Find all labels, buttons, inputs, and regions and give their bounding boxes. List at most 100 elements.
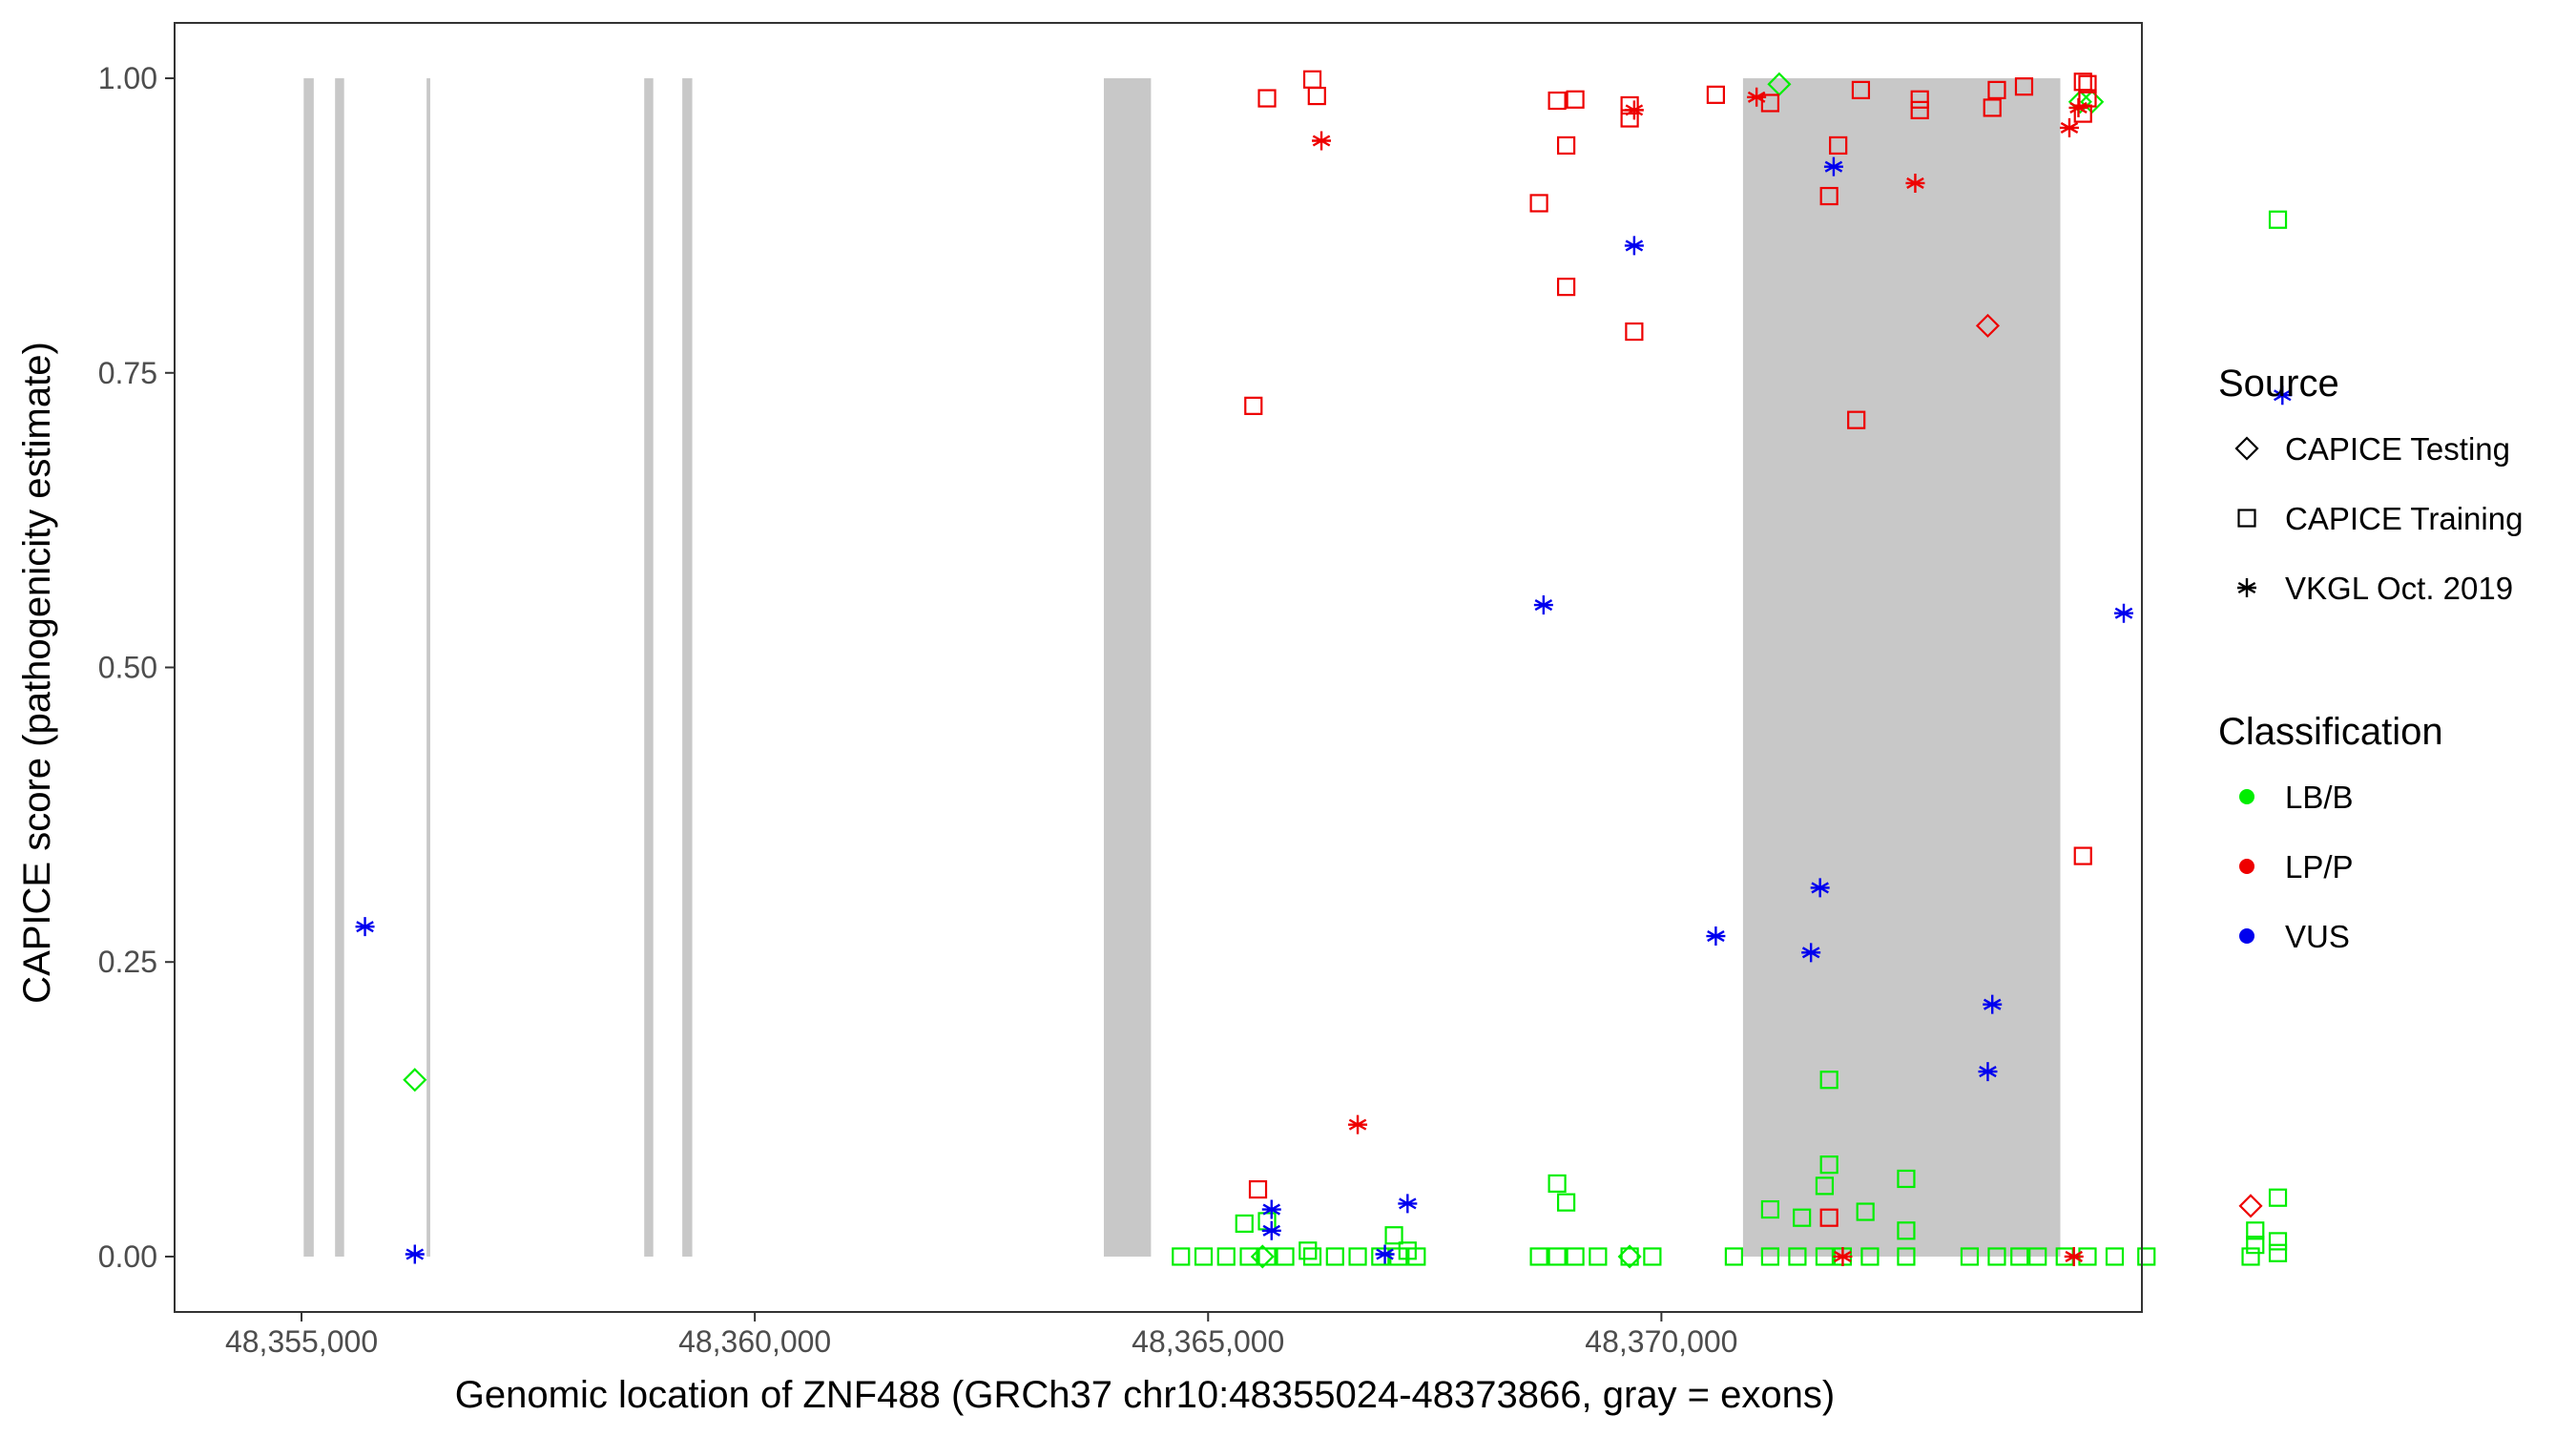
legend-key-square	[2237, 509, 2256, 528]
data-point	[1706, 926, 1726, 947]
data-point	[1910, 90, 1929, 109]
data-point	[2078, 74, 2097, 94]
data-point	[1905, 173, 1925, 193]
data-point	[1983, 98, 2002, 117]
data-point	[1239, 1247, 1258, 1266]
legend-key-diamond	[2234, 436, 2259, 461]
data-point	[1312, 131, 1332, 151]
data-point	[1788, 1247, 1807, 1266]
data-point	[1250, 1244, 1275, 1269]
data-point	[1235, 1214, 1254, 1233]
data-point	[1897, 1169, 1916, 1189]
data-point	[1557, 278, 1576, 297]
legend-key-color-dot	[2239, 928, 2254, 944]
data-point	[1172, 1247, 1191, 1266]
data-point	[1987, 80, 2006, 99]
data-point	[1624, 100, 1644, 120]
data-point	[1261, 1199, 1281, 1219]
legend-source-label: VKGL Oct. 2019	[2285, 571, 2513, 606]
data-point	[1244, 396, 1263, 415]
data-point	[1625, 322, 1644, 342]
data-point	[1529, 194, 1548, 213]
data-point	[2246, 1221, 2265, 1240]
exon-band-7	[1742, 78, 2061, 1257]
data-point	[1987, 1247, 2006, 1266]
data-point	[1548, 1174, 1567, 1193]
data-point	[1801, 943, 1821, 963]
data-point	[1384, 1226, 1403, 1245]
data-point	[1823, 156, 1843, 177]
data-point	[1589, 1247, 1608, 1266]
data-point	[1829, 135, 1848, 156]
legend-source-label: CAPICE Testing	[2285, 431, 2510, 467]
x-tick-label: 48,360,000	[678, 1324, 831, 1359]
data-point	[1960, 1247, 1980, 1266]
legend-class-label: LB/B	[2285, 780, 2354, 815]
data-point	[1566, 1247, 1585, 1266]
data-point	[1348, 1247, 1367, 1266]
data-point	[1793, 1208, 1812, 1227]
data-point	[2241, 1247, 2260, 1266]
data-point	[1897, 1247, 1916, 1266]
legend-source-label: CAPICE Training	[2285, 501, 2523, 536]
data-point	[1348, 1114, 1368, 1134]
data-point	[403, 1068, 427, 1093]
data-point	[1760, 94, 1780, 113]
legend-class-label: VUS	[2285, 919, 2350, 954]
y-tick-label: 0.00	[98, 1239, 157, 1274]
data-point	[1257, 89, 1277, 108]
data-point	[2238, 1194, 2263, 1218]
data-point	[2059, 117, 2079, 137]
legend-class-items: LB/B LP/P VUS	[2239, 780, 2354, 954]
data-point	[1760, 1199, 1780, 1219]
data-point	[1978, 1062, 1998, 1082]
data-point	[1298, 1241, 1318, 1260]
data-point	[1533, 595, 1553, 615]
data-point	[2246, 1236, 2265, 1255]
data-point	[1557, 1193, 1576, 1212]
data-point	[1643, 1247, 1662, 1266]
data-point	[1856, 1202, 1875, 1221]
data-point	[2137, 1247, 2156, 1266]
data-point	[1815, 1247, 1835, 1266]
data-point	[1819, 1208, 1839, 1227]
data-points	[355, 70, 2293, 1269]
data-point	[2028, 1247, 2047, 1266]
data-point	[1897, 1221, 1916, 1240]
data-point	[355, 917, 375, 937]
y-tick-label: 1.00	[98, 61, 157, 95]
data-point	[2268, 210, 2288, 229]
data-point	[1810, 878, 1830, 898]
legend: Source CAPICE Testing CAPICE Training VKGL…	[2218, 363, 2523, 954]
data-point	[1851, 80, 1871, 99]
x-axis-title: Genomic location of ZNF488 (GRCh37 chr10…	[455, 1374, 1835, 1416]
data-point	[1706, 85, 1725, 104]
legend-key-color-dot	[2239, 789, 2254, 804]
exon-bands	[303, 78, 2061, 1257]
data-point	[1194, 1247, 1214, 1266]
legend-title-source: Source	[2218, 363, 2339, 405]
data-point	[1261, 1220, 1281, 1240]
data-point	[1760, 1247, 1780, 1266]
data-point	[1983, 994, 2003, 1014]
data-point	[2268, 1232, 2288, 1251]
y-tick-label: 0.25	[98, 945, 157, 979]
data-point	[1566, 90, 1585, 109]
data-point	[2014, 77, 2034, 96]
data-point	[1529, 1247, 1548, 1266]
data-point	[1302, 1247, 1322, 1266]
data-point	[1548, 91, 1567, 111]
data-point	[2105, 1247, 2125, 1266]
y-axis-title: CAPICE score (pathogenicity estimate)	[16, 342, 58, 1004]
legend-source-items: CAPICE Testing CAPICE Training VKGL Oct. 2…	[2234, 431, 2523, 606]
data-point	[1407, 1247, 1426, 1266]
exon-band-5	[682, 78, 693, 1257]
data-point	[1325, 1247, 1344, 1266]
data-point	[1248, 1179, 1268, 1199]
data-point	[2268, 1243, 2288, 1262]
exon-band-1	[303, 78, 314, 1257]
legend-class-label: LP/P	[2285, 849, 2354, 884]
data-point	[1975, 313, 2001, 338]
